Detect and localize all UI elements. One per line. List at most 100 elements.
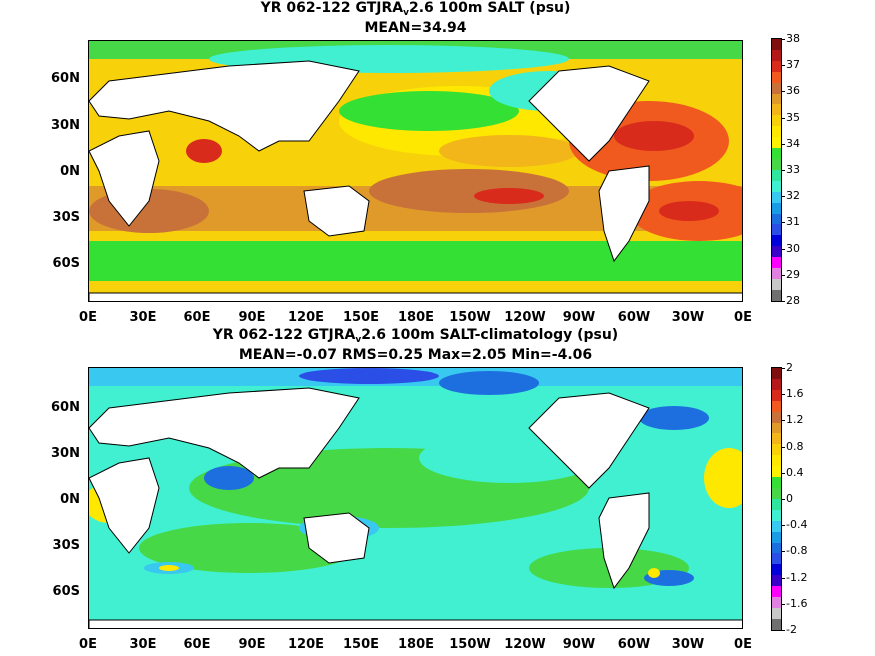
colorbar-segment — [772, 39, 781, 50]
colorbar-tick — [781, 39, 785, 40]
panel2-xlabel-120w: 120W — [504, 637, 546, 652]
colorbar-tick — [781, 603, 785, 605]
colorbar-tick — [781, 222, 785, 224]
colorbar-label: 34 — [786, 136, 800, 150]
colorbar-label: 1.6 — [786, 387, 804, 401]
colorbar-segment — [772, 169, 781, 181]
colorbar-segment — [772, 542, 781, 554]
panel2-xlabel-120e: 120E — [287, 637, 325, 652]
panel2-title: YR 062-122 GTJRAv2.6 100m SALT-climatolo… — [212, 327, 619, 345]
panel1-xlabel-120w: 120W — [504, 310, 546, 325]
colorbar-label: 2 — [786, 361, 793, 374]
panel2-ylabel-60s: 60S — [52, 584, 80, 599]
colorbar-label: 29 — [786, 267, 800, 281]
colorbar-segment — [772, 235, 781, 247]
colorbar-tick — [781, 472, 785, 474]
panel1-xlabel-90w: 90W — [562, 310, 596, 325]
colorbar-label: 1.2 — [786, 413, 804, 427]
colorbar-tick — [781, 117, 785, 119]
colorbar-segment — [772, 400, 781, 412]
colorbar-segment — [772, 466, 781, 478]
colorbar-segment — [772, 597, 781, 608]
colorbar-label: 35 — [786, 110, 800, 124]
colorbar-segment — [772, 618, 781, 630]
panel2-stats: MEAN=-0.07 RMS=0.25 Max=2.05 Min=-4.06 — [238, 347, 593, 363]
colorbar-tick — [781, 368, 785, 369]
panel2-ylabel-0n: 0N — [60, 492, 80, 507]
colorbar-tick — [781, 248, 785, 250]
panel2-xlabel-0e-end: 0E — [734, 637, 752, 652]
panel2-xlabel-0e: 0E — [79, 637, 97, 652]
colorbar-label: -0.8 — [786, 544, 808, 558]
panel2-xlabel-90e: 90E — [238, 637, 266, 652]
colorbar-segment — [772, 224, 781, 236]
panel1-xlabel-30e: 30E — [129, 310, 157, 325]
colorbar-segment — [772, 82, 781, 94]
colorbar-label: 33 — [786, 163, 800, 176]
colorbar-segment — [772, 553, 781, 565]
colorbar-tick — [781, 499, 785, 500]
colorbar-segment — [772, 411, 781, 423]
panel1-xlabel-120e: 120E — [287, 310, 325, 325]
panel1-xlabel-60w: 60W — [617, 310, 651, 325]
panel1-xlabel-0e: 0E — [79, 310, 97, 325]
colorbar-segment — [772, 498, 781, 510]
colorbar-tick — [781, 65, 785, 67]
colorbar-label: -0.4 — [786, 518, 808, 532]
panel1-xlabel-150e: 150E — [342, 310, 380, 325]
colorbar-label: 28 — [786, 294, 800, 307]
panel1-xlabel-60e: 60E — [183, 310, 211, 325]
colorbar-segment — [772, 257, 781, 269]
colorbar-segment — [772, 60, 781, 72]
panel1-salinity-map — [88, 40, 743, 302]
panel1-xlabel-30w: 30W — [671, 310, 705, 325]
colorbar-segment — [772, 148, 781, 159]
colorbar-segment — [772, 389, 781, 401]
colorbar-label: 31 — [786, 215, 800, 229]
panel1-title: YR 062-122 GTJRAv2.6 100m SALT (psu) — [260, 0, 571, 18]
colorbar-tick — [781, 301, 785, 302]
colorbar-segment — [772, 202, 781, 214]
colorbar-tick — [781, 394, 785, 396]
panel1-stats: MEAN=34.94 — [364, 20, 467, 36]
colorbar-segment — [772, 586, 781, 598]
colorbar-segment — [772, 71, 781, 83]
panel2-ylabel-30s: 30S — [52, 538, 80, 553]
colorbar-segment — [772, 126, 781, 138]
panel2-xlabel-150w: 150W — [449, 637, 491, 652]
colorbar-tick — [781, 143, 785, 145]
panel1-map-graphic — [89, 41, 742, 301]
colorbar-label: -1.2 — [786, 570, 808, 584]
colorbar-segment — [772, 378, 781, 390]
colorbar-tick — [781, 577, 785, 579]
colorbar-segment — [772, 575, 781, 587]
colorbar-segment — [772, 104, 781, 116]
panel2-anomaly-map — [88, 367, 743, 629]
colorbar-segment — [772, 509, 781, 521]
colorbar-segment — [772, 289, 781, 301]
panel2-xlabel-30w: 30W — [671, 637, 705, 652]
panel1-ylabel-30n: 30N — [51, 118, 80, 133]
colorbar-label: 37 — [786, 58, 800, 72]
colorbar-segment — [772, 246, 781, 258]
colorbar-segment — [772, 137, 781, 149]
colorbar-label: 32 — [786, 189, 800, 203]
colorbar-segment — [772, 531, 781, 543]
panel2-map-graphic — [89, 368, 742, 628]
panel2-xlabel-60w: 60W — [617, 637, 651, 652]
colorbar-segment — [772, 477, 781, 488]
panel2-xlabel-60e: 60E — [183, 637, 211, 652]
colorbar-segment — [772, 213, 781, 225]
colorbar-label: 36 — [786, 84, 800, 98]
colorbar-label: -2 — [786, 623, 797, 636]
colorbar-tick — [781, 274, 785, 276]
colorbar-tick — [781, 446, 785, 448]
colorbar-label: 0.8 — [786, 439, 804, 453]
colorbar-segment — [772, 444, 781, 456]
panel1-xlabel-180e: 180E — [397, 310, 435, 325]
colorbar-tick — [781, 196, 785, 198]
panel2-ylabel-30n: 30N — [51, 446, 80, 461]
panel1-xlabel-150w: 150W — [449, 310, 491, 325]
colorbar-tick — [781, 91, 785, 93]
colorbar-segment — [772, 115, 781, 127]
